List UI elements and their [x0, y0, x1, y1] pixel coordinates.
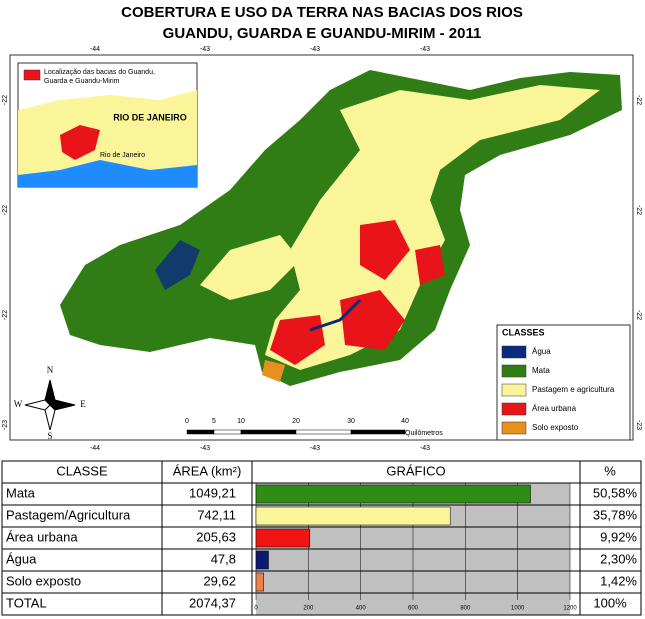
bar: [255, 572, 265, 592]
coord-label: -43: [310, 445, 320, 452]
inset-label: Rio de Janeiro: [100, 152, 145, 159]
inset-legend: Guarda e Guandu-Mirim: [44, 78, 120, 85]
class-name: Mata: [6, 485, 36, 500]
table-header: CLASSE: [56, 463, 108, 478]
compass-label: E: [80, 399, 86, 409]
legend-title: CLASSES: [502, 327, 545, 337]
scale-segment: [240, 429, 297, 435]
area-value: 29,62: [203, 573, 236, 588]
table-header: ÁREA (km²): [173, 463, 242, 478]
inset-map: [17, 62, 198, 188]
area-value: 742,11: [197, 507, 236, 522]
legend-swatch: [501, 364, 527, 378]
inset-label: RIO DE JANEIRO: [113, 112, 187, 122]
area-value: 205,63: [196, 529, 236, 544]
scale-label: 40: [401, 418, 409, 425]
scale-unit: Quilômetros: [405, 430, 443, 437]
x-tick-label: 1000: [511, 606, 525, 612]
coord-label: -43: [200, 46, 210, 53]
compass-label: N: [47, 365, 54, 375]
scale-segment: [350, 429, 406, 435]
legend-swatch: [501, 402, 527, 416]
title-line: GUANDU, GUARDA E GUANDU-MIRIM - 2011: [163, 25, 482, 42]
bar: [255, 528, 311, 548]
x-tick-label: 200: [303, 606, 314, 612]
legend-label: Pastagem e agricultura: [532, 385, 615, 394]
compass-label: W: [14, 399, 23, 409]
class-name: Solo exposto: [6, 573, 81, 588]
coord-label: -44: [90, 46, 100, 53]
x-tick-label: 1200: [563, 606, 577, 612]
scale-label: 0: [185, 418, 189, 425]
coord-label: -23: [635, 420, 642, 430]
table-header: %: [604, 463, 616, 478]
percent-value: 1,42%: [600, 573, 637, 588]
total-area: 2074,37: [189, 595, 236, 610]
percent-value: 2,30%: [600, 551, 637, 566]
bar: [255, 506, 451, 526]
percent-value: 35,78%: [593, 507, 638, 522]
bar: [255, 484, 531, 504]
legend-label: Solo exposto: [532, 423, 579, 432]
scale-label: 5: [212, 418, 216, 425]
legend-label: Área urbana: [532, 404, 577, 413]
coord-label: -22: [635, 205, 642, 215]
class-name: Área urbana: [6, 529, 78, 544]
area-value: 1049,21: [189, 485, 236, 500]
coord-label: -22: [2, 310, 9, 320]
class-name: Pastagem/Agricultura: [6, 507, 131, 522]
legend-label: Água: [532, 347, 551, 356]
generated: -44 -44 -43 -43 -43 -43 -43 -43 -22 -22 -22 -22 -22 -…: [1, 46, 642, 616]
total-percent: 100%: [593, 595, 627, 610]
legend-swatch: [501, 421, 527, 435]
scale-label: 30: [347, 418, 355, 425]
scale-segment: [213, 429, 242, 435]
x-tick-label: 0: [254, 606, 258, 612]
table-header: GRÁFICO: [386, 463, 445, 478]
compass-label: S: [47, 431, 52, 441]
total-label: TOTAL: [6, 595, 47, 610]
map-basin: [60, 70, 622, 386]
scale-label: 20: [292, 418, 300, 425]
x-tick-label: 800: [460, 606, 471, 612]
percent-value: 9,92%: [600, 529, 637, 544]
bar: [255, 550, 269, 570]
inset-legend: Localização das bacias do Guandu,: [44, 69, 155, 76]
legend-swatch: [501, 345, 527, 359]
compass: [24, 379, 76, 431]
coord-label: -43: [420, 46, 430, 53]
percent-value: 50,58%: [593, 485, 638, 500]
class-name: Água: [6, 551, 37, 566]
scale-label: 10: [237, 418, 245, 425]
scale-segment: [186, 429, 215, 435]
coord-label: -22: [2, 95, 9, 105]
coord-label: -22: [2, 205, 9, 215]
coord-label: -44: [90, 445, 100, 452]
area-value: 47,8: [211, 551, 236, 566]
title-line: COBERTURA E USO DA TERRA NAS BACIAS DOS …: [121, 4, 523, 21]
coord-label: -43: [200, 445, 210, 452]
coord-label: -43: [310, 46, 320, 53]
coord-label: -22: [635, 95, 642, 105]
x-tick-label: 600: [408, 606, 419, 612]
coord-label: -22: [635, 310, 642, 320]
coord-label: -43: [420, 445, 430, 452]
x-tick-label: 400: [356, 606, 367, 612]
coord-label: -23: [2, 420, 9, 430]
scale-segment: [295, 429, 352, 435]
legend-box: [496, 324, 631, 441]
legend-label: Mata: [532, 366, 550, 375]
legend-swatch: [501, 383, 527, 397]
